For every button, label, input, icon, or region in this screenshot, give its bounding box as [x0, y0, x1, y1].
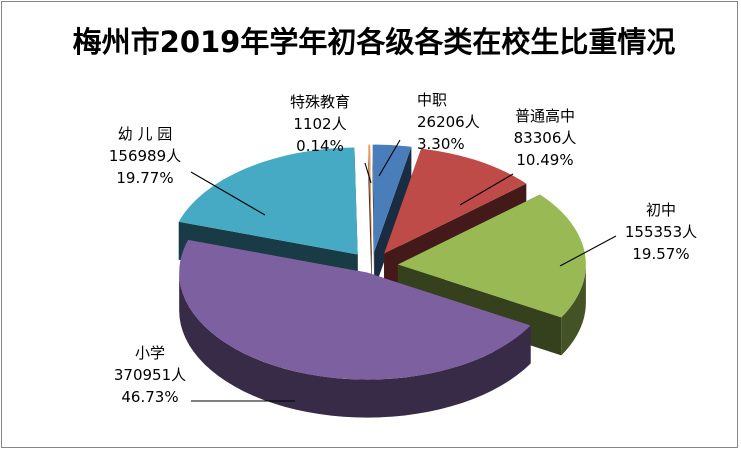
slice-wall-zhongzhi — [374, 146, 412, 290]
count-label-chuzhong: 155353人 — [625, 223, 697, 241]
leader-line-zhongzhi — [378, 139, 401, 177]
slice-rim-chuzhong — [561, 264, 586, 356]
pie-top-faces — [178, 144, 586, 380]
slice-zhongzhi — [372, 144, 412, 252]
count-label-teshujiaoyu: 1102人 — [293, 115, 346, 133]
pie-layer — [178, 144, 586, 418]
leader-line-putonggaozhong — [459, 173, 514, 206]
category-label-putonggaozhong: 普通高中 — [515, 107, 575, 125]
percent-label-zhongzhi: 3.30% — [417, 135, 465, 153]
category-label-youeryuan: 幼 儿 园 — [118, 125, 173, 143]
slice-rim-xiaoxue — [179, 272, 531, 418]
leader-lines — [190, 139, 617, 402]
leader-line-teshujiaoyu — [364, 162, 372, 184]
count-label-youeryuan: 156989人 — [109, 147, 181, 165]
slice-xiaoxue — [179, 239, 531, 380]
slice-wall-teshujiaoyu — [368, 144, 372, 290]
slice-teshujiaoyu — [368, 144, 372, 252]
data-labels: 中职 26206人 3.30% 普通高中 83306人 10.49% 初中 155353人 19… — [109, 91, 697, 406]
slice-chuzhong — [397, 194, 586, 318]
slice-wall-zhongzhi — [372, 144, 375, 290]
percent-label-chuzhong: 19.57% — [632, 245, 689, 263]
percent-label-teshujiaoyu: 0.14% — [296, 137, 344, 155]
category-label-xiaoxue: 小学 — [135, 344, 165, 362]
leader-line-chuzhong — [559, 235, 617, 267]
count-label-putonggaozhong: 83306人 — [514, 129, 577, 147]
percent-label-putonggaozhong: 10.49% — [516, 151, 573, 169]
percent-label-youeryuan: 19.77% — [116, 169, 173, 187]
count-label-zhongzhi: 26206人 — [417, 113, 480, 131]
percent-label-xiaoxue: 46.73% — [121, 388, 178, 406]
category-label-teshujiaoyu: 特殊教育 — [290, 93, 350, 111]
chart-title: 梅州市2019年学年初各级各类在校生比重情况 — [73, 25, 676, 59]
category-label-zhongzhi: 中职 — [417, 91, 447, 109]
count-label-xiaoxue: 370951人 — [114, 366, 186, 384]
category-label-chuzhong: 初中 — [646, 201, 676, 219]
slice-putonggaozhong — [384, 148, 527, 254]
slice-youeryuan — [178, 147, 358, 255]
leader-line-youeryuan — [190, 171, 266, 216]
